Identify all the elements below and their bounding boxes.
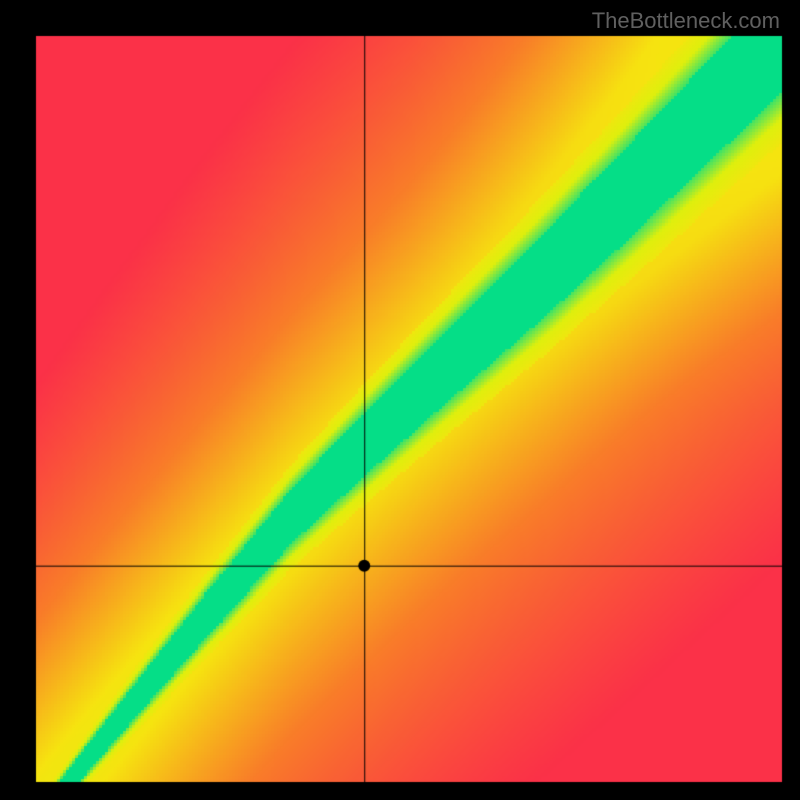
heatmap-canvas [0, 0, 800, 800]
watermark-text: TheBottleneck.com [592, 8, 780, 34]
chart-container: TheBottleneck.com [0, 0, 800, 800]
